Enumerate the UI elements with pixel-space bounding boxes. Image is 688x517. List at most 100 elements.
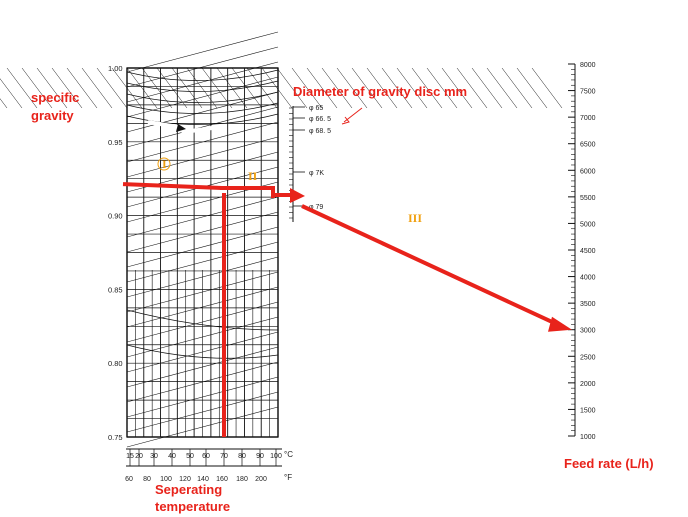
step-i-label: I — [162, 157, 167, 171]
grid-density-line — [126, 376, 279, 418]
temp-c-tick-label: 80 — [238, 453, 246, 460]
temp-f-tick-label: 200 — [255, 476, 267, 483]
grid-curve-line — [126, 80, 279, 92]
grid-cross-line — [336, 67, 368, 109]
grid-cross-line — [306, 67, 338, 109]
grid-density-line — [126, 211, 279, 253]
scribble-arrow-head — [176, 124, 186, 132]
grid-density-line — [126, 121, 279, 163]
grid-density-line — [126, 91, 279, 133]
grid-density-line — [126, 46, 279, 88]
grid-density-line — [126, 61, 279, 103]
grid-density-line — [126, 391, 279, 433]
grid-curve-line — [126, 102, 279, 114]
unit-celsius: °C — [284, 450, 293, 459]
grid-density-line — [126, 271, 279, 313]
nomogram-grid — [0, 31, 563, 448]
feed-tick-label: 7000 — [580, 115, 596, 122]
sg-tick-label: 0.85 — [108, 285, 123, 294]
sg-tick-label: 0.75 — [108, 433, 123, 442]
grid-cross-line — [291, 67, 323, 109]
temp-c-tick-label: 30 — [150, 453, 158, 460]
feed-tick-label: 1000 — [580, 434, 596, 441]
grid-cross-line — [216, 67, 248, 109]
feed-tick-label: 3000 — [580, 328, 596, 335]
feed-tick-label: 2500 — [580, 354, 596, 361]
grid-cross-line — [471, 67, 503, 109]
grid-cross-line — [141, 67, 173, 109]
grid-density-line — [126, 241, 279, 283]
grid-cross-line — [0, 78, 23, 109]
feed-tick-label: 4000 — [580, 275, 596, 282]
path-iii-line — [301, 204, 559, 327]
grid-density-line — [126, 361, 279, 403]
temp-c-tick-label: 15 — [126, 453, 134, 460]
grid-curve-line — [126, 309, 279, 331]
grid-cross-line — [66, 67, 98, 109]
feed-tick-label: 3500 — [580, 301, 596, 308]
grid-cross-line — [36, 67, 68, 109]
grid-cross-line — [186, 67, 218, 109]
grid-cross-line — [21, 67, 53, 109]
feed-tick-label: 1500 — [580, 407, 596, 414]
grid-density-line — [126, 106, 279, 148]
feed-tick-label: 4500 — [580, 248, 596, 255]
grid-cross-line — [441, 67, 473, 109]
path-feed-arrowhead — [548, 316, 572, 332]
temp-c-tick-label: 70 — [220, 453, 228, 460]
step-iii-label: III — [408, 211, 422, 225]
disc-tick-label: φ 7K — [309, 170, 324, 177]
grid-cross-line — [486, 67, 518, 109]
grid-density-line — [126, 196, 279, 238]
disc-tick-label: φ 65 — [309, 105, 323, 112]
disc-tick-label: φ 68. 5 — [309, 128, 331, 135]
grid-cross-line — [156, 67, 188, 109]
grid-curve-line — [126, 113, 279, 125]
step-ii-label: II — [248, 169, 258, 183]
chart-frame — [126, 67, 279, 438]
disc-title: Diameter of gravity disc mm — [293, 84, 467, 99]
grid-density-line — [126, 301, 279, 343]
temp-f-tick-label: 160 — [216, 476, 228, 483]
grid-cross-line — [126, 67, 158, 109]
grid-cross-line — [411, 67, 443, 109]
grid-curve-line — [126, 69, 279, 81]
temp-f-tick-label: 60 — [125, 476, 133, 483]
grid-cross-line — [0, 98, 8, 109]
temp-c-tick-label: 50 — [186, 453, 194, 460]
grid-cross-line — [531, 67, 563, 109]
sg-tick-label: 0.95 — [108, 138, 123, 147]
grid-density-line — [126, 256, 279, 298]
grid-cross-line — [246, 67, 278, 109]
feed-tick-label: 6000 — [580, 168, 596, 175]
disc-tick-label: φ 66. 5 — [309, 116, 331, 123]
step-i-circle — [157, 157, 171, 171]
sg-tick-label: 0.80 — [108, 359, 123, 368]
temp-c-tick-label: 20 — [135, 453, 143, 460]
grid-cross-line — [381, 67, 413, 109]
feed-tick-label: 6500 — [580, 142, 596, 149]
temp-c-tick-label: 40 — [168, 453, 176, 460]
temp-c-tick-label: 60 — [202, 453, 210, 460]
grid-cross-line — [321, 67, 353, 109]
feed-tick-label: 5000 — [580, 221, 596, 228]
sg-tick-label: 1.00 — [108, 64, 123, 73]
sg-tick-label: 0.90 — [108, 212, 123, 221]
example-path — [122, 157, 572, 437]
grid-density-line — [126, 406, 279, 448]
disc-pointer-head — [341, 116, 350, 125]
grid-cross-line — [261, 67, 293, 109]
grid-density-line — [126, 331, 279, 373]
grid-cross-line — [366, 67, 398, 109]
feed-tick-label: 5500 — [580, 195, 596, 202]
grid-density-line — [126, 346, 279, 388]
grid-density-line — [126, 286, 279, 328]
grid-cross-line — [426, 67, 458, 109]
sep-temp-label-1: Seperating — [155, 482, 222, 497]
temp-f-tick-label: 100 — [160, 476, 172, 483]
temperature-axis: 15 20 30 40 50 60 70 80 90 100 60 80 100 120 140 160 180… — [125, 448, 282, 483]
feed-tick-label: 8000 — [580, 62, 596, 69]
feed-rate-axis: 8000 7500 7000 6500 6000 5500 5000 4500 4000 3500… — [568, 62, 596, 441]
temp-c-tick-label: 90 — [256, 453, 264, 460]
